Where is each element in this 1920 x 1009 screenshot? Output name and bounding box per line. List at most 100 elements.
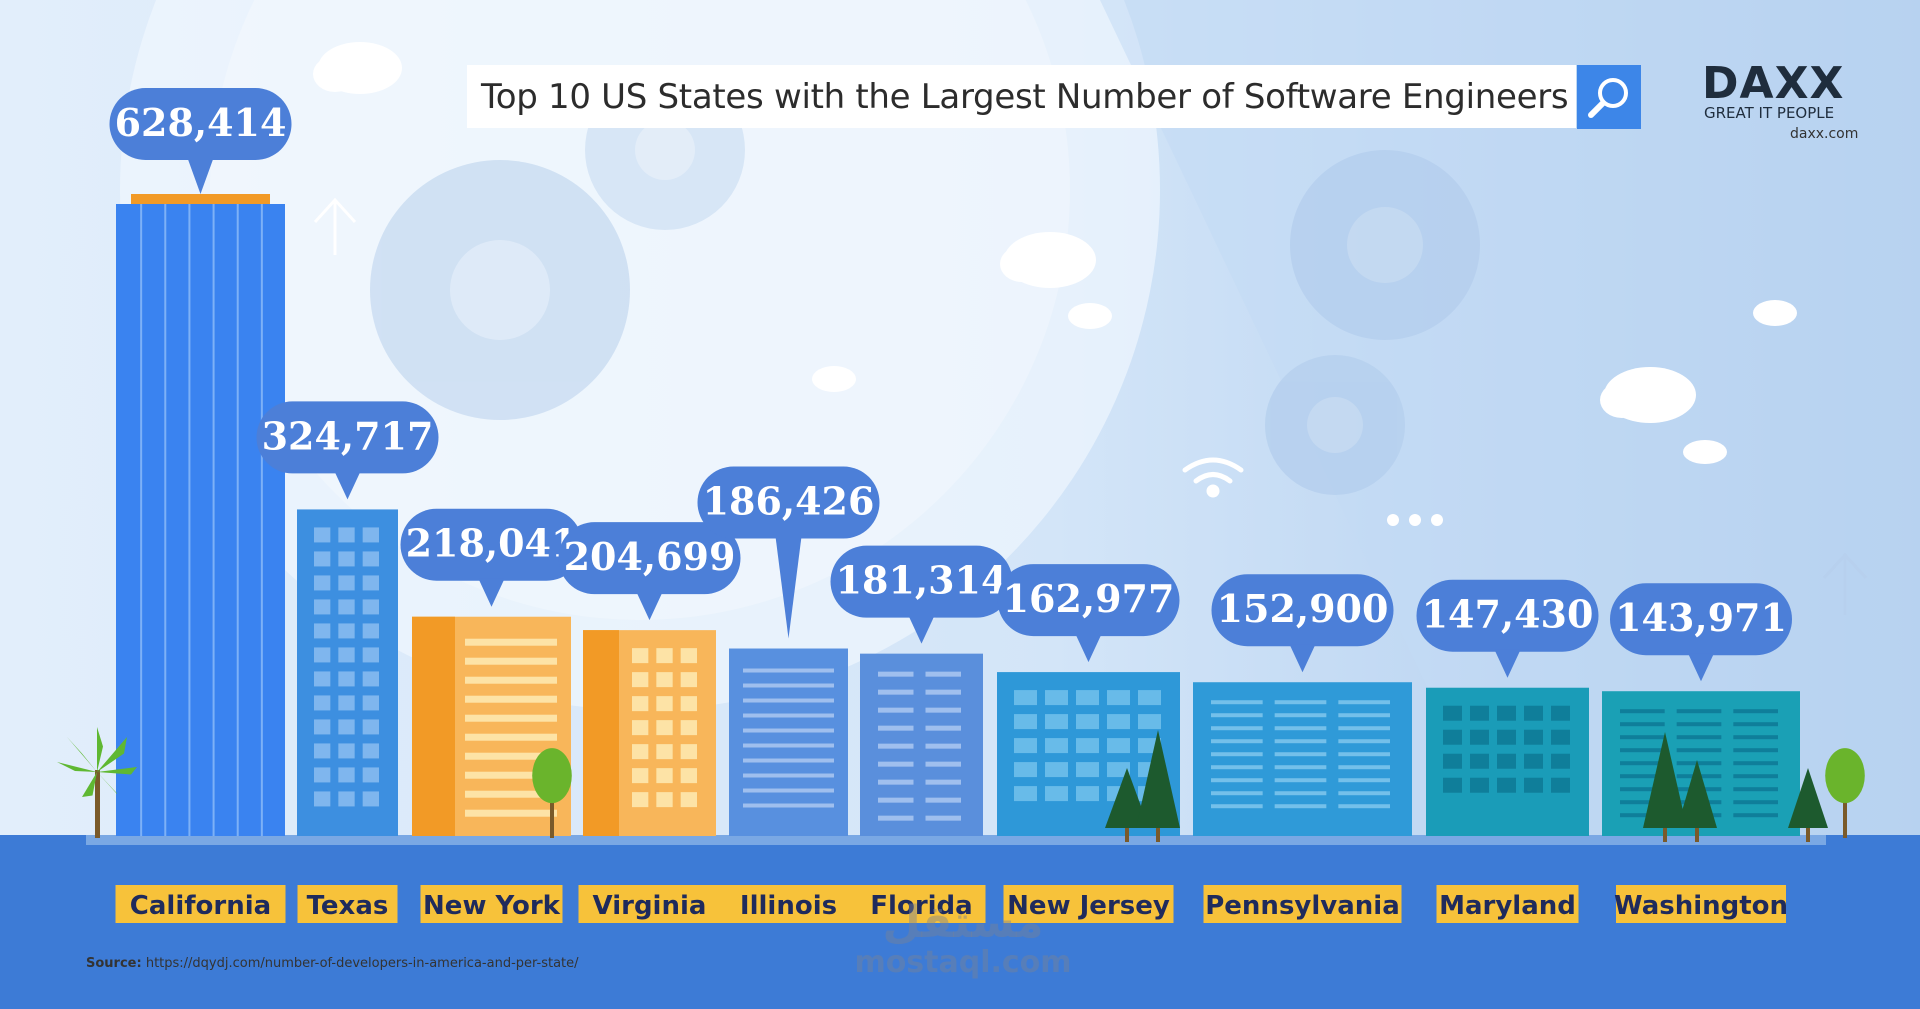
window: [1733, 709, 1778, 714]
window: [314, 599, 331, 615]
window: [878, 815, 914, 821]
palm-tree-icon: [82, 772, 97, 797]
bar-side-new-york: [412, 616, 455, 836]
window: [878, 707, 914, 713]
window-stripe: [164, 204, 167, 836]
window: [632, 648, 649, 664]
bubble-tail-maryland: [1494, 649, 1521, 678]
search-bar[interactable]: Top 10 US States with the Largest Number…: [467, 65, 1576, 128]
bubble-tail-california: [187, 158, 214, 194]
window: [1470, 705, 1489, 721]
window: [1620, 735, 1665, 740]
value-label-florida: 181,314: [836, 558, 1008, 603]
window: [1620, 774, 1665, 779]
window: [465, 657, 557, 665]
window: [362, 767, 379, 783]
value-label-washington: 143,971: [1615, 595, 1787, 640]
bar-side-virginia: [583, 630, 619, 836]
gear-icon: [370, 160, 630, 420]
window: [1211, 778, 1263, 783]
window: [338, 743, 355, 759]
window: [362, 623, 379, 639]
window: [338, 551, 355, 567]
window: [1443, 753, 1462, 769]
value-label-virginia: 204,699: [564, 534, 736, 579]
window: [1076, 762, 1099, 778]
window: [314, 791, 331, 807]
source-note: Source: https://dqydj.com/number-of-deve…: [86, 956, 579, 971]
window-stripe: [188, 204, 191, 836]
window: [1338, 804, 1390, 809]
window: [314, 743, 331, 759]
category-label-washington: Washington: [1614, 891, 1788, 921]
window: [314, 767, 331, 783]
category-label-new-york: New York: [423, 891, 561, 921]
window: [362, 791, 379, 807]
window: [1274, 752, 1327, 757]
window: [878, 761, 914, 767]
search-button[interactable]: [1577, 65, 1641, 129]
window: [878, 671, 914, 677]
window: [1045, 690, 1068, 706]
value-bubble-new-jersey: [997, 564, 1180, 637]
window: [465, 771, 557, 779]
window: [656, 792, 673, 808]
window: [1620, 787, 1665, 792]
window: [1470, 729, 1489, 745]
window: [338, 695, 355, 711]
window: [743, 773, 834, 778]
value-bubble-new-york: [400, 508, 583, 581]
window: [465, 752, 557, 760]
source-label: Source:: [86, 956, 142, 971]
window: [1524, 729, 1543, 745]
window: [362, 551, 379, 567]
window: [656, 696, 673, 712]
window: [925, 761, 961, 767]
window: [1524, 705, 1543, 721]
bar-california: [116, 204, 285, 836]
window: [1045, 786, 1068, 802]
window: [1676, 735, 1722, 740]
window: [1551, 705, 1570, 721]
window: [743, 743, 834, 748]
category-label-california: California: [130, 891, 271, 921]
window: [362, 719, 379, 735]
window-stripe: [140, 204, 143, 836]
window: [743, 803, 834, 808]
brand-logo[interactable]: DAXX GREAT IT PEOPLE daxx.com: [1700, 58, 1860, 148]
window: [338, 671, 355, 687]
bubble-tail-washington: [1688, 653, 1714, 682]
value-label-california: 628,414: [115, 100, 287, 145]
window: [1676, 709, 1722, 714]
window: [1274, 778, 1327, 783]
bar-pennsylvania: [1193, 682, 1412, 836]
pine-tree-icon: [1788, 768, 1828, 828]
window: [362, 743, 379, 759]
window: [465, 790, 557, 798]
window: [338, 599, 355, 615]
window: [1138, 690, 1161, 706]
window: [314, 647, 331, 663]
window: [878, 797, 914, 803]
window: [465, 714, 557, 722]
tree-icon: [532, 748, 572, 804]
bubble-tail-florida: [908, 615, 935, 644]
window: [656, 720, 673, 736]
window: [1620, 722, 1665, 727]
window: [1045, 738, 1068, 754]
window: [1733, 761, 1778, 766]
cloud-icon: [812, 366, 856, 392]
bubble-tail-illinois: [775, 536, 802, 639]
window: [743, 668, 834, 673]
window: [1076, 690, 1099, 706]
window: [465, 733, 557, 741]
window: [925, 743, 961, 749]
pine-trunk: [1156, 828, 1160, 842]
window: [1733, 787, 1778, 792]
window: [1014, 690, 1037, 706]
window: [1733, 813, 1778, 818]
bubble-tail-pennsylvania: [1289, 644, 1316, 673]
window: [1274, 739, 1327, 744]
source-url[interactable]: https://dqydj.com/number-of-developers-i…: [145, 956, 579, 971]
